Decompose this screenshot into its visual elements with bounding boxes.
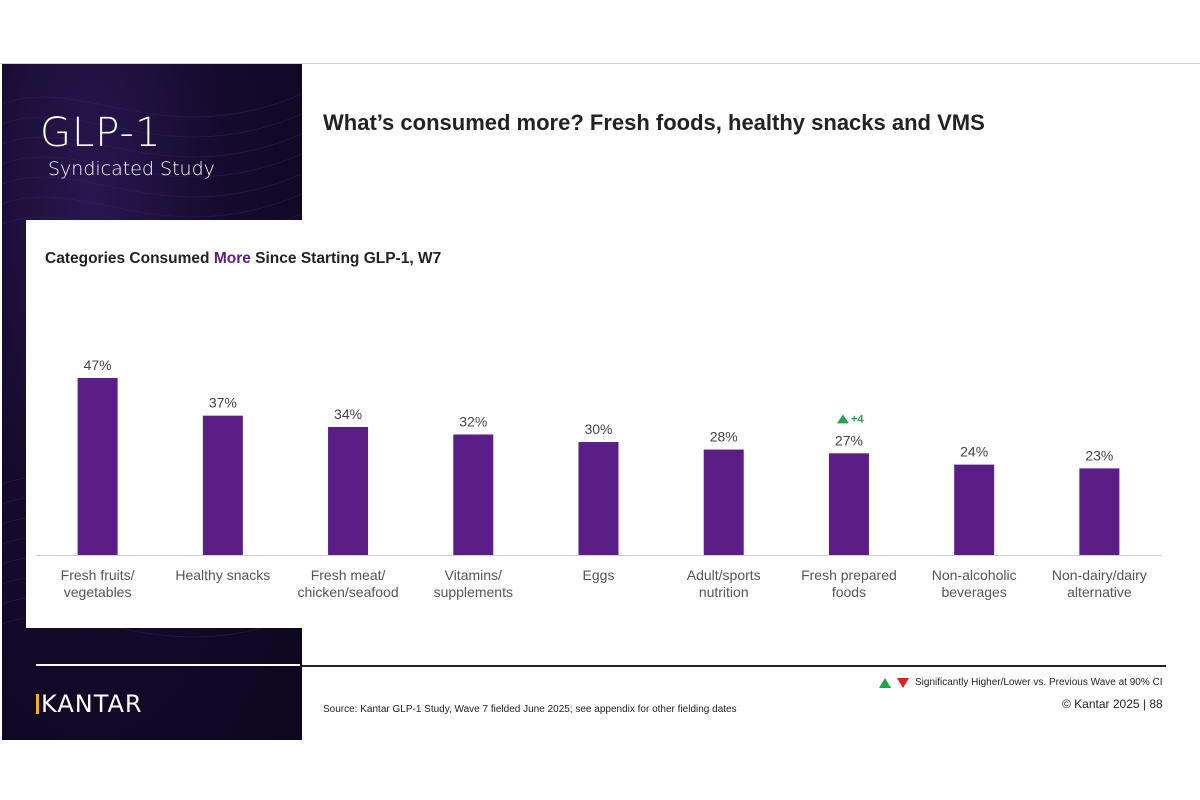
category-label: supplements <box>434 584 513 600</box>
category-label: alternative <box>1067 584 1132 600</box>
category-label: Adult/sports <box>687 567 761 583</box>
data-label: 34% <box>334 406 362 422</box>
study-badge-subtitle: Syndicated Study <box>48 158 215 180</box>
data-label: 27% <box>835 432 863 448</box>
up-triangle-icon <box>879 677 891 688</box>
category-label: foods <box>832 584 866 600</box>
kantar-logo: KANTAR <box>36 690 143 718</box>
category-label: chicken/seafood <box>297 584 398 600</box>
bar <box>202 415 243 555</box>
category-label: beverages <box>941 584 1006 600</box>
kantar-logo-text: KANTAR <box>41 690 143 718</box>
category-label: Non-dairy/dairy <box>1052 567 1147 583</box>
up-triangle-icon <box>836 414 849 424</box>
bar <box>578 442 619 555</box>
category-label: Fresh fruits/ <box>61 567 135 583</box>
logo-accent-bar <box>36 694 39 714</box>
chart-title-suffix: Since Starting GLP-1, W7 <box>250 250 442 267</box>
data-label: 47% <box>84 357 112 373</box>
top-divider <box>0 63 1200 64</box>
chart-title: Categories Consumed More Since Starting … <box>45 250 441 268</box>
category-label: Fresh prepared <box>801 567 897 583</box>
data-label: 24% <box>960 444 988 460</box>
change-annotation: +4 <box>851 413 864 425</box>
bar <box>453 434 494 555</box>
category-label: nutrition <box>699 584 749 600</box>
copyright-page: © Kantar 2025 | 88 <box>1062 697 1163 711</box>
data-label: 37% <box>209 395 237 411</box>
category-label: Eggs <box>583 567 615 583</box>
page-title: What’s consumed more? Fresh foods, healt… <box>323 110 985 135</box>
bar-chart: 47% Fresh fruits/vegetables 37% Healthy sna… <box>35 357 1162 600</box>
category-label: Healthy snacks <box>175 567 270 583</box>
bar <box>1079 468 1120 555</box>
chart-title-prefix: Categories Consumed <box>45 250 214 267</box>
bar <box>328 426 369 555</box>
study-badge-title: GLP-1 <box>40 110 162 156</box>
data-label: 32% <box>459 413 487 429</box>
chart-title-accent: More <box>213 250 251 267</box>
data-label: 30% <box>584 421 612 437</box>
significance-legend: Significantly Higher/Lower vs. Previous … <box>879 677 1163 688</box>
bar <box>828 453 869 555</box>
bar <box>703 449 744 555</box>
data-label: 28% <box>710 429 738 445</box>
data-label: 23% <box>1085 447 1113 463</box>
category-label: vegetables <box>64 584 132 600</box>
source-note: Source: Kantar GLP-1 Study, Wave 7 field… <box>323 704 737 715</box>
footer-divider-right <box>302 665 1166 667</box>
category-label: Vitamins/ <box>445 567 502 583</box>
category-label: Fresh meat/ <box>311 567 386 583</box>
category-label: Non-alcoholic <box>932 567 1017 583</box>
footer-divider-left <box>36 664 300 666</box>
significance-legend-text: Significantly Higher/Lower vs. Previous … <box>915 677 1163 688</box>
bar <box>954 464 995 555</box>
bar <box>77 378 118 555</box>
down-triangle-icon <box>897 677 909 688</box>
